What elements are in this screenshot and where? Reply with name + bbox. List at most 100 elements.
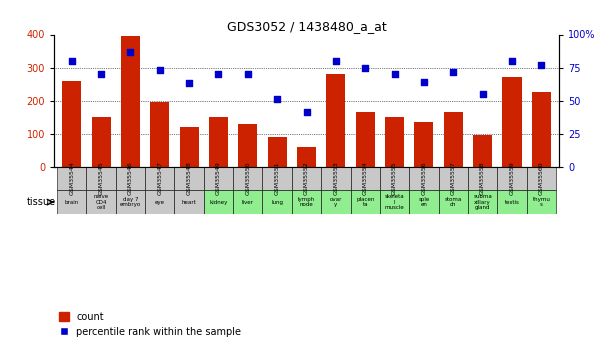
Text: GSM35546: GSM35546 [128, 161, 133, 195]
Bar [57, 190, 87, 214]
Text: sple
en: sple en [418, 197, 430, 207]
Bar [526, 190, 556, 214]
Bar [263, 190, 292, 214]
Text: tissue: tissue [26, 197, 55, 207]
Bar [116, 190, 145, 214]
Text: GSM35551: GSM35551 [275, 162, 279, 195]
Bar [174, 167, 204, 190]
Text: GSM35553: GSM35553 [334, 161, 338, 195]
Bar [409, 190, 439, 214]
Text: lymph
node: lymph node [298, 197, 315, 207]
Text: GSM35544: GSM35544 [69, 161, 74, 195]
Bar [57, 167, 87, 190]
Point [126, 49, 135, 55]
Text: ovar
y: ovar y [330, 197, 342, 207]
Bar [121, 36, 140, 167]
Bar [292, 167, 321, 190]
Bar [150, 102, 169, 167]
Bar [321, 167, 350, 190]
Point [67, 58, 76, 64]
Bar [87, 190, 116, 214]
Bar [439, 190, 468, 214]
Bar [532, 92, 551, 167]
Text: GSM35552: GSM35552 [304, 161, 309, 195]
Bar [350, 190, 380, 214]
Text: GSM35555: GSM35555 [392, 162, 397, 195]
Point [478, 91, 487, 97]
Bar [356, 112, 375, 167]
Text: GSM35558: GSM35558 [480, 162, 485, 195]
Bar [204, 167, 233, 190]
Text: GSM35545: GSM35545 [99, 161, 103, 195]
Point [419, 79, 429, 85]
Bar [263, 167, 292, 190]
Point [302, 110, 311, 115]
Text: skeleta
l
muscle: skeleta l muscle [385, 194, 404, 210]
Text: lung: lung [271, 200, 283, 205]
Bar [468, 190, 497, 214]
Bar [233, 190, 263, 214]
Text: GSM35547: GSM35547 [157, 161, 162, 195]
Text: GSM35550: GSM35550 [245, 162, 250, 195]
Bar [174, 190, 204, 214]
Bar [62, 81, 81, 167]
Bar [145, 167, 174, 190]
Point [361, 65, 370, 70]
Bar [380, 167, 409, 190]
Point [96, 71, 106, 77]
Point [448, 69, 458, 74]
Text: brain: brain [64, 200, 79, 205]
Text: GSM35556: GSM35556 [421, 162, 427, 195]
Legend: count, percentile rank within the sample: count, percentile rank within the sample [59, 312, 242, 337]
Text: day 7
embryо: day 7 embryо [120, 197, 141, 207]
Title: GDS3052 / 1438480_a_at: GDS3052 / 1438480_a_at [227, 20, 386, 33]
Point [155, 67, 165, 73]
Bar [292, 190, 321, 214]
Bar [385, 117, 404, 167]
Bar [444, 112, 463, 167]
Bar [267, 137, 287, 167]
Bar [326, 74, 346, 167]
Text: heart: heart [182, 200, 197, 205]
Text: naive
CD4
cell: naive CD4 cell [94, 194, 109, 210]
Point [537, 62, 546, 68]
Bar [116, 167, 145, 190]
Point [272, 97, 282, 102]
Bar [91, 117, 111, 167]
Text: eye: eye [154, 200, 165, 205]
Bar [414, 122, 433, 167]
Point [390, 71, 400, 77]
Bar [502, 78, 522, 167]
Text: GSM35554: GSM35554 [363, 161, 368, 195]
Bar [497, 190, 526, 214]
Bar [321, 190, 350, 214]
Bar [180, 127, 199, 167]
Bar [439, 167, 468, 190]
Point [213, 71, 223, 77]
Point [185, 81, 194, 86]
Bar [238, 124, 257, 167]
Text: GSM35557: GSM35557 [451, 161, 456, 195]
Bar [297, 147, 316, 167]
Text: GSM35560: GSM35560 [539, 162, 544, 195]
Bar [233, 167, 263, 190]
Text: testis: testis [504, 200, 519, 205]
Text: subma
xillary
gland: subma xillary gland [473, 194, 492, 210]
Bar [380, 190, 409, 214]
Bar [350, 167, 380, 190]
Bar [209, 117, 228, 167]
Text: kidney: kidney [209, 200, 228, 205]
Bar [468, 167, 497, 190]
Bar [204, 190, 233, 214]
Text: GSM35559: GSM35559 [510, 161, 514, 195]
Text: GSM35548: GSM35548 [186, 161, 192, 195]
Text: GSM35549: GSM35549 [216, 161, 221, 195]
Text: stoma
ch: stoma ch [445, 197, 462, 207]
Bar [409, 167, 439, 190]
Point [243, 71, 252, 77]
Bar [145, 190, 174, 214]
Bar [473, 135, 492, 167]
Text: placen
ta: placen ta [356, 197, 374, 207]
Text: thymu
s: thymu s [532, 197, 551, 207]
Text: liver: liver [242, 200, 254, 205]
